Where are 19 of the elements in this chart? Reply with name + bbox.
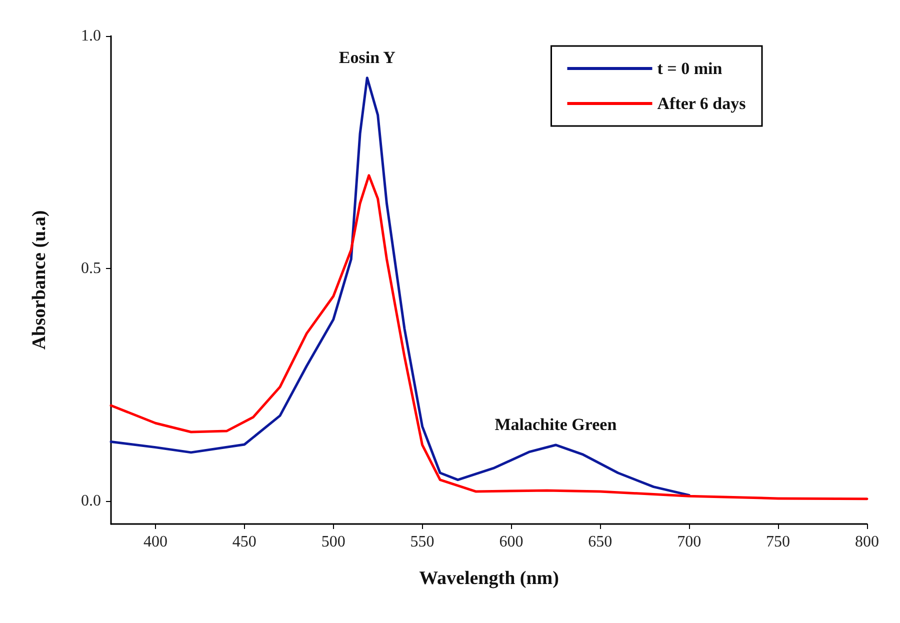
x-tick-label: 750 — [766, 534, 790, 550]
x-tick-label: 650 — [588, 534, 612, 550]
x-tick-label: 800 — [855, 534, 879, 550]
x-tick-label: 450 — [232, 534, 256, 550]
annotation: Eosin Y — [338, 48, 396, 67]
x-tick-label: 500 — [321, 534, 346, 550]
line-series — [110, 174, 868, 500]
legend-label: t = 0 min — [657, 59, 723, 78]
x-tick-label: 550 — [410, 534, 434, 550]
y-axis-title: Absorbance (u.a) — [29, 210, 50, 350]
y-tick-label: 1.0 — [81, 28, 101, 44]
legend-label: After 6 days — [657, 94, 746, 113]
x-tick-label: 700 — [677, 534, 702, 550]
x-axis-title: Wavelength (nm) — [419, 568, 559, 589]
annotation: Malachite Green — [494, 414, 618, 434]
x-tick-label: 600 — [499, 534, 524, 550]
y-tick-label: 0.0 — [81, 492, 101, 510]
y-tick-label: 0.5 — [81, 260, 101, 277]
x-tick-label: 400 — [143, 534, 168, 550]
